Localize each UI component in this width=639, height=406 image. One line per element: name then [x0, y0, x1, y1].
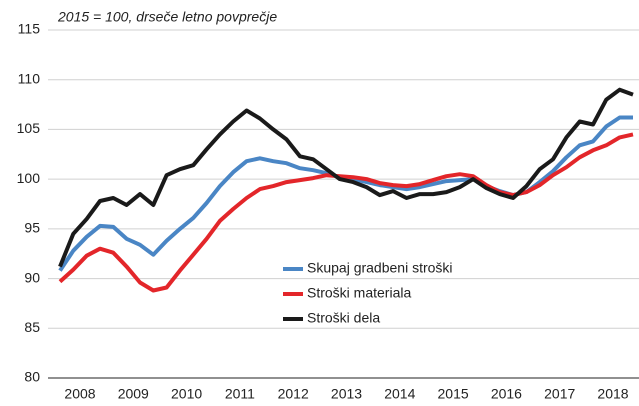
x-tick-label: 2011 [225, 386, 255, 402]
y-tick-label: 95 [24, 220, 40, 236]
legend-label: Stroški materiala [307, 285, 411, 301]
x-tick-label: 2018 [597, 386, 628, 402]
y-tick-label: 110 [18, 70, 41, 86]
x-tick-label: 2016 [491, 386, 522, 402]
y-tick-label: 115 [18, 21, 41, 37]
series-line [58, 115, 633, 272]
chart-subtitle: 2015 = 100, drseče letno povprečje [57, 9, 277, 25]
y-tick-label: 85 [24, 319, 40, 335]
x-tick-label: 2013 [331, 386, 362, 402]
x-tick-label: 2008 [64, 386, 95, 402]
x-tick-label: 2012 [278, 386, 309, 402]
series-line [58, 132, 634, 293]
y-tick-label: 90 [24, 269, 40, 285]
legend-label: Skupaj gradbeni stroški [307, 260, 453, 276]
x-tick-label: 2017 [544, 386, 575, 402]
x-tick-label: 2010 [171, 386, 202, 402]
legend-label: Stroški dela [307, 310, 380, 326]
y-tick-label: 105 [17, 120, 41, 136]
x-tick-label: 2014 [384, 386, 415, 402]
y-tick-label: 100 [17, 170, 41, 186]
y-tick-label: 80 [24, 369, 40, 385]
series-line [58, 87, 634, 268]
x-tick-label: 2009 [118, 386, 149, 402]
x-tick-label: 2015 [438, 386, 469, 402]
